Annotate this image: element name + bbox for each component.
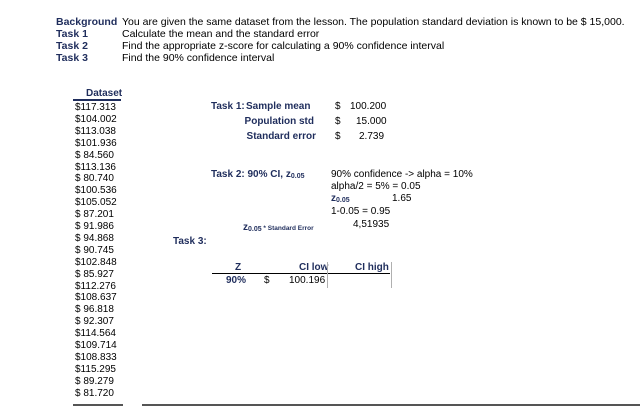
dataset-value: $ 85.927 — [75, 268, 114, 280]
dataset-value: $117.313 — [75, 102, 116, 113]
population-std-currency: $ — [335, 116, 341, 127]
sample-mean-currency: $ — [335, 101, 341, 112]
product-label: z0.05 * Standard Error — [243, 222, 314, 233]
dataset-value: $104.002 — [75, 113, 117, 125]
task1-label: Task 1: — [211, 101, 245, 112]
dataset-value: $ 96.818 — [75, 304, 114, 316]
dataset-value: $113.038 — [75, 125, 116, 137]
dataset-value: $ 92.307 — [75, 316, 114, 328]
dataset-value: $ 89.279 — [75, 375, 114, 387]
standard-error-value: 2.739 — [359, 131, 385, 142]
standard-error-label: Standard error — [246, 131, 316, 142]
dataset-bottom-border — [73, 404, 123, 406]
dataset-value: $108.833 — [75, 351, 117, 363]
task1-heading: Task 1 — [56, 28, 88, 40]
population-std-value: 15.000 — [356, 116, 387, 127]
z-subscript: 0.05 — [336, 197, 350, 204]
dataset-value: $109.714 — [75, 340, 117, 351]
standard-error-currency: $ — [335, 131, 341, 142]
dataset-value: $ 94.868 — [75, 232, 114, 244]
background-text: You are given the same dataset from the … — [122, 16, 625, 28]
dataset-value: $ 84.560 — [75, 149, 114, 161]
dataset-value: $115.295 — [75, 363, 116, 375]
ci-high-column-header: CI high — [355, 262, 389, 273]
alpha-half-note: alpha/2 = 5% = 0.05 — [331, 181, 421, 192]
z-letter: z — [331, 193, 336, 204]
background-label: Background — [56, 16, 118, 28]
ci-low-cell: 100.196 — [289, 275, 326, 286]
z-score-value: 1.65 — [392, 193, 412, 204]
dataset-header: Dataset — [86, 88, 123, 99]
task2-heading: Task 2 — [56, 40, 88, 52]
task2-description: Find the appropriate z-score for calcula… — [122, 40, 445, 52]
sample-mean-label: Sample mean — [246, 101, 311, 112]
dataset-value: $ 91.986 — [75, 221, 114, 232]
dataset-value: $108.637 — [75, 292, 117, 304]
dataset-value: $101.936 — [75, 137, 117, 149]
confidence-note: 90% confidence -> alpha = 10% — [331, 169, 473, 180]
table-header-underline — [212, 273, 390, 274]
dataset-value: $100.536 — [75, 185, 117, 197]
column-divider-1 — [327, 262, 328, 288]
task3-heading: Task 3 — [56, 52, 88, 64]
sheet-bottom-border — [142, 404, 640, 406]
dataset-value: $ 90.745 — [75, 244, 114, 256]
task2-label-subscript: 0.05 — [290, 173, 305, 180]
dataset-value: $ 87.201 — [75, 209, 114, 221]
product-label-rest: * Standard Error — [261, 225, 314, 232]
z-cell: 90% — [226, 275, 247, 286]
task2-label-text: Task 2: 90% CI, z — [211, 169, 291, 180]
product-z-subscript: 0.05 — [248, 226, 262, 233]
margin-value: 4,51935 — [353, 219, 390, 230]
dataset-value: $113.136 — [75, 161, 116, 173]
column-divider-2 — [391, 262, 392, 288]
dataset-value: $ 81.720 — [75, 387, 114, 399]
one-minus-alpha: 1-0.05 = 0.95 — [331, 206, 391, 217]
z-score-label: z0.05 — [331, 193, 350, 204]
ci-low-currency: $ — [264, 275, 270, 286]
dataset-value: $102.848 — [75, 256, 117, 268]
task1-description: Calculate the mean and the standard erro… — [122, 28, 320, 40]
population-std-label: Population std — [244, 116, 314, 127]
sample-mean-value: 100.200 — [350, 101, 387, 112]
dataset-underline — [73, 99, 121, 101]
product-z-letter: z — [243, 222, 248, 233]
dataset-value: $ 80.740 — [75, 173, 114, 185]
ci-low-column-header: CI low — [299, 262, 329, 273]
dataset-value: $114.564 — [75, 328, 116, 340]
dataset-value: $112.276 — [75, 280, 116, 292]
task3-label: Task 3: — [173, 236, 207, 247]
z-column-header: Z — [235, 262, 242, 273]
task2-label: Task 2: 90% CI, z0.05 — [211, 169, 304, 180]
dataset-value: $105.052 — [75, 197, 117, 209]
task3-description: Find the 90% confidence interval — [122, 52, 275, 64]
